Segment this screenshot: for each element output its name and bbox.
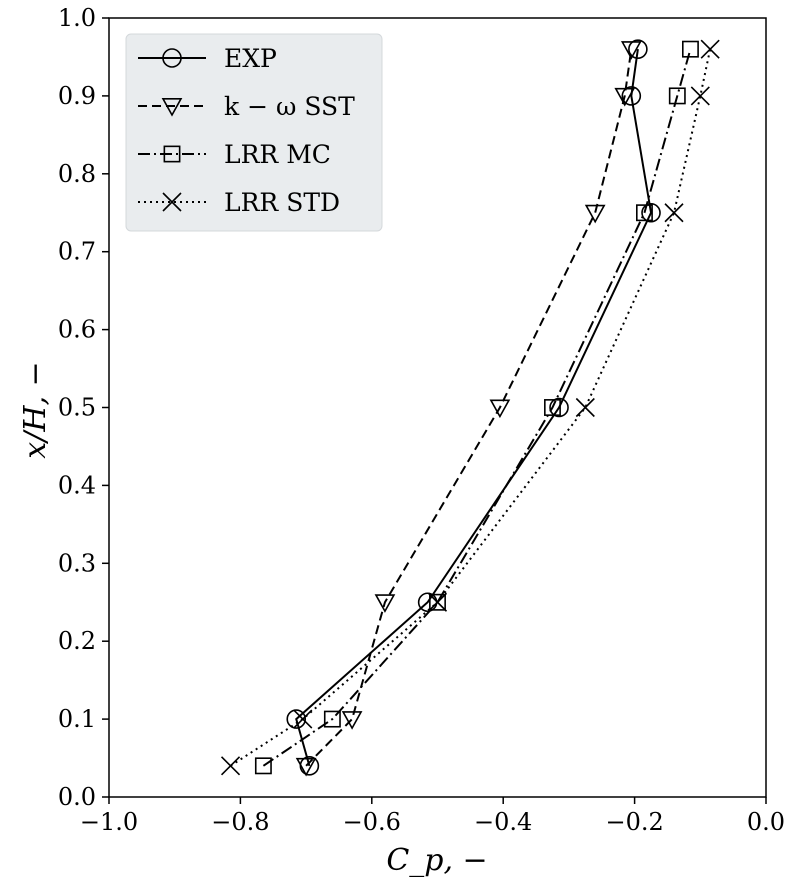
data-point (220, 756, 241, 776)
legend-marker (161, 98, 183, 117)
legend-label: LRR STD (224, 188, 340, 217)
x-tick-label: −0.4 (474, 808, 532, 836)
data-point (664, 203, 684, 223)
legend-item-2: k − ω SST (138, 92, 355, 121)
data-point (614, 87, 636, 107)
data-point (293, 709, 313, 729)
data-point (641, 202, 661, 223)
y-tick-label: 0.8 (58, 160, 96, 188)
legend-marker (163, 145, 181, 163)
y-axis: 0.0 0.1 0.2 0.3 0.4 0.5 0.6 0.7 0.8 0.9 1.0 (58, 4, 109, 811)
x-tick-label: 0.0 (747, 808, 785, 836)
legend: EXP k − ω SST LRR MC LRR STD (125, 33, 383, 232)
y-tick-label: 0.2 (58, 627, 96, 655)
data-point (549, 397, 569, 418)
data-point (286, 709, 307, 729)
y-tick-label: 0.4 (58, 471, 96, 499)
series-4 (220, 39, 720, 776)
x-tick-label: −0.6 (343, 808, 401, 836)
y-tick-label: 0.7 (58, 238, 96, 266)
series-2 (295, 41, 642, 777)
series-1 (286, 39, 661, 776)
series-line-3 (262, 48, 692, 767)
data-point (621, 86, 642, 106)
plot-area (108, 17, 767, 798)
y-tick-label: 0.1 (58, 705, 96, 733)
x-tick-label: −0.2 (605, 808, 663, 836)
y-tick-label: 0.6 (58, 316, 96, 344)
data-point (681, 40, 699, 58)
series-line-1 (295, 49, 653, 767)
x-axis-label: C_p, − (386, 843, 487, 878)
data-point (254, 757, 272, 775)
data-point (341, 711, 363, 730)
legend-item-1: EXP (138, 44, 277, 73)
legend-box (125, 33, 383, 232)
data-point (489, 399, 511, 419)
data-point (429, 593, 446, 611)
x-axis: −1.0 −0.8 −0.6 −0.4 −0.2 0.0 (80, 797, 785, 836)
y-tick-label: 0.9 (58, 82, 96, 110)
legend-item-4: LRR STD (138, 188, 340, 217)
data-point (584, 204, 606, 224)
y-tick-label: 0.3 (58, 549, 96, 577)
x-tick-label: −1.0 (80, 808, 138, 836)
data-point (620, 41, 642, 60)
y-tick-label: 0.0 (58, 783, 96, 811)
legend-marker (162, 48, 182, 68)
y-tick-label: 0.5 (58, 394, 96, 422)
legend-item-3: LRR MC (138, 140, 331, 169)
series-3 (254, 40, 699, 775)
x-tick-label: −0.8 (211, 808, 269, 836)
series-line-2 (305, 49, 633, 767)
y-axis-label: x/H, − (18, 361, 53, 458)
data-point (323, 710, 341, 728)
data-point (427, 592, 448, 612)
data-point (544, 399, 561, 416)
y-tick-label: 1.0 (58, 4, 96, 32)
data-point (295, 757, 317, 777)
data-point (628, 39, 648, 59)
legend-label: k − ω SST (224, 92, 355, 121)
legend-label: LRR MC (224, 140, 331, 169)
data-point (668, 87, 686, 105)
data-point (575, 397, 595, 418)
data-point (636, 204, 653, 222)
data-point (690, 86, 710, 106)
data-point (700, 39, 720, 59)
legend-marker (162, 192, 182, 212)
data-point (374, 594, 396, 613)
legend-label: EXP (224, 44, 277, 73)
